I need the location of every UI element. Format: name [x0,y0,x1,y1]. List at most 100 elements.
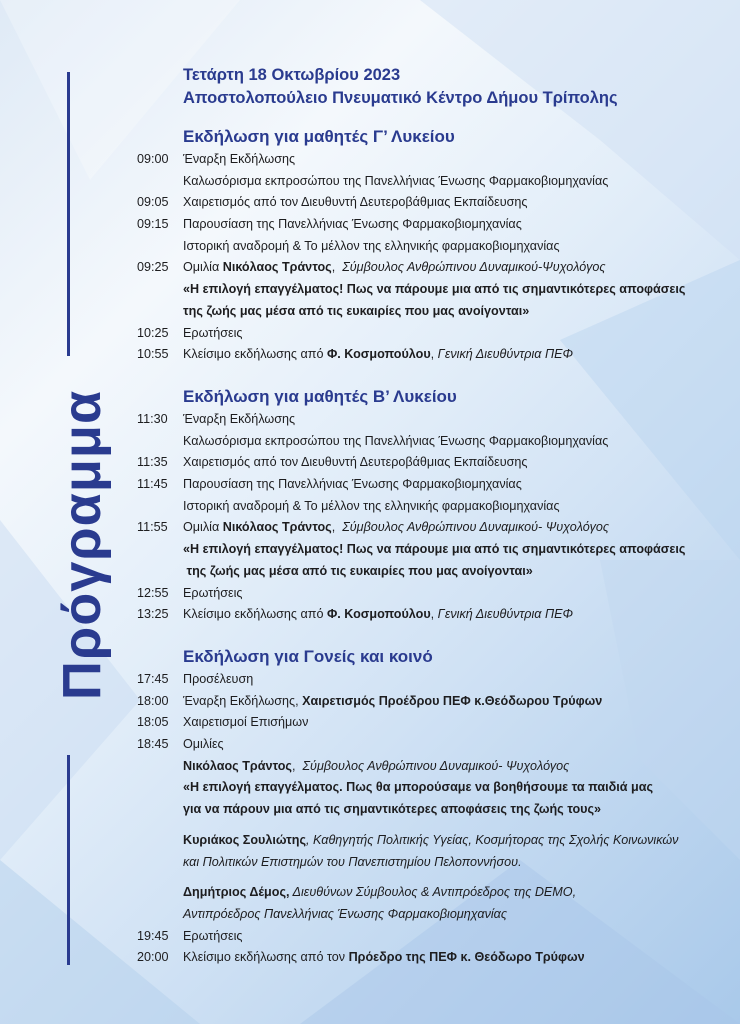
text: Ερωτήσεις [183,928,243,943]
schedule-time: 09:15 [137,217,169,232]
schedule-row: 18:45 Ομιλίες [137,734,717,756]
schedule-row: 12:55 Ερωτήσεις [137,583,717,605]
text: Καλωσόρισμα εκπροσώπου της Πανελλήνιας Έ… [183,173,609,188]
schedule-row: 10:25 Ερωτήσεις [137,323,717,345]
schedule-time: 18:00 [137,693,169,708]
bold-text: Φ. Κοσμοπούλου [326,347,431,362]
schedule-text: Ομιλίες [183,734,224,756]
schedule-time: 09:05 [137,195,169,210]
schedule-time [137,561,183,583]
schedule-time: 19:45 [137,928,169,943]
bold-text: της ζωής μας μέσα από τις ευκαιρίες που … [183,563,533,578]
schedule-time: 10:25 [137,325,169,340]
text: Κλείσιμο εκδήλωσης από [183,347,327,362]
section-title: Εκδήλωση για μαθητές Β’ Λυκείου [183,387,457,406]
text: Ομιλίες [183,737,224,752]
text: Έναρξη Εκδήλωσης, [183,693,303,708]
schedule-time [137,236,183,258]
text: Έναρξη Εκδήλωσης [183,412,296,426]
schedule-time [137,799,183,821]
text: Ομιλία [183,260,223,275]
bold-text: «Η επιλογή επαγγέλματος! Πως να πάρουμε … [183,282,686,297]
schedule-row: 19:45 Ερωτήσεις [137,926,717,948]
section-grade-b: Εκδήλωση για μαθητές Β’ Λυκείου 11:30 Έναρ… [137,385,717,626]
schedule-text: Κλείσιμο εκδήλωσης από Φ. Κοσμοπούλου, Γ… [183,344,573,366]
schedule-time [137,756,183,778]
bold-text: Χαιρετισμός Προέδρου ΠΕΦ κ.Θεόδωρου Τρύφ… [302,693,603,708]
bold-text: για να πάρουν μια από τις σημαντικότερες… [183,802,602,817]
divider-line-bottom [67,755,70,965]
bold-text: Πρόεδρο της ΠΕΦ κ. Θεόδωρο Τρύφων [348,950,585,965]
schedule-text: Προσέλευση [183,669,253,691]
schedule-row: Νικόλαος Τράντος, Σύμβουλος Ανθρώπινου Δ… [137,756,717,778]
text: Ομιλία [183,520,223,535]
schedule-text: Χαιρετισμός από τον Διευθυντή Δευτεροβάθ… [183,192,527,214]
text: , [331,520,343,535]
schedule-time [137,431,183,453]
schedule-text: Έναρξη Εκδήλωσης [183,149,295,171]
text: Χαιρετισμός από τον Διευθυντή Δευτεροβάθ… [183,195,528,210]
schedule-row: «Η επιλογή επαγγέλματος! Πως να πάρουμε … [137,539,717,561]
schedule-row: Δημήτριος Δέμος, Διευθύνων Σύμβουλος & Α… [137,882,717,904]
schedule-row: 09:15 Παρουσίαση της Πανελλήνιας Ένωσης Φ… [137,214,717,236]
text: Κλείσιμο εκδήλωσης από τον [183,950,349,965]
schedule-text: Χαιρετισμοί Επισήμων [183,712,308,734]
schedule-time [137,171,183,193]
text: Ιστορική αναδρομή & Το μέλλον της ελληνι… [183,498,560,513]
schedule-text: για να πάρουν μια από τις σημαντικότερες… [183,799,601,821]
schedule-text: και Πολιτικών Επιστημών του Πανεπιστημίο… [183,852,522,874]
schedule-row: 09:00 Έναρξη Εκδήλωσης [137,149,717,171]
schedule-row: 11:35 Χαιρετισμός από τον Διευθυντή Δευτε… [137,452,717,474]
italic-text: και Πολιτικών Επιστημών του Πανεπιστημίο… [183,854,522,869]
schedule-text: της ζωής μας μέσα από τις ευκαιρίες που … [183,561,533,583]
section-grade-c: Εκδήλωση για μαθητές Γ’ Λυκείου 09:00 Έναρ… [137,125,717,366]
italic-text: Διευθύνων Σύμβουλος & Αντιπρόεδρος της D… [289,885,577,900]
schedule-text: Έναρξη Εκδήλωσης, Χαιρετισμός Προέδρου Π… [183,691,602,713]
schedule-row: 09:25 Ομιλία Νικόλαος Τράντος, Σύμβουλος … [137,257,717,279]
schedule-row: Καλωσόρισμα εκπροσώπου της Πανελλήνιας Έ… [137,171,717,193]
schedule-text: Ερωτήσεις [183,323,242,345]
text: Ερωτήσεις [183,325,243,340]
schedule-time: 18:05 [137,715,169,730]
schedule-text: Ομιλία Νικόλαος Τράντος, Σύμβουλος Ανθρώ… [183,257,606,279]
text: , [291,758,303,773]
schedule-text: Κυριάκος Σουλιώτης, Καθηγητής Πολιτικής … [183,830,678,852]
schedule-row: Καλωσόρισμα εκπροσώπου της Πανελλήνιας Έ… [137,431,717,453]
schedule-time [137,882,183,904]
schedule-text: Αντιπρόεδρος Πανελλήνιας Ένωσης Φαρμακοβ… [183,904,507,926]
schedule-text: Ιστορική αναδρομή & Το μέλλον της ελληνι… [183,496,560,518]
schedule-text: Νικόλαος Τράντος, Σύμβουλος Ανθρώπινου Δ… [183,756,569,778]
schedule-row: και Πολιτικών Επιστημών του Πανεπιστημίο… [137,852,717,874]
schedule-time: 12:55 [137,585,169,600]
schedule-row: 17:45 Προσέλευση [137,669,717,691]
schedule-time [137,830,183,852]
schedule-row: Ιστορική αναδρομή & Το μέλλον της ελληνι… [137,236,717,258]
schedule-row: 10:55 Κλείσιμο εκδήλωσης από Φ. Κοσμοπούλ… [137,344,717,366]
bold-text: «Η επιλογή επαγγέλματος. Πως θα μπορούσα… [183,780,654,795]
section-title: Εκδήλωση για Γονείς και κοινό [183,647,433,666]
text: , [430,347,438,362]
section-title: Εκδήλωση για μαθητές Γ’ Λυκείου [183,127,455,146]
italic-text: Αντιπρόεδρος Πανελλήνιας Ένωσης Φαρμακοβ… [183,906,507,921]
schedule-time [137,852,183,874]
schedule-row: 11:30 Έναρξη Εκδήλωσης [137,409,717,431]
schedule-text: Κλείσιμο εκδήλωσης από τον Πρόεδρο της Π… [183,947,585,969]
schedule-text: Χαιρετισμός από τον Διευθυντή Δευτεροβάθ… [183,452,527,474]
schedule-text: Ομιλία Νικόλαος Τράντος, Σύμβουλος Ανθρώ… [183,517,609,539]
schedule-time [137,301,183,323]
schedule-time [137,539,183,561]
text: Ιστορική αναδρομή & Το μέλλον της ελληνι… [183,238,560,253]
bold-text: Νικόλαος Τράντος [183,758,292,773]
bold-text: Δημήτριος Δέμος, [183,885,290,900]
schedule-row: 18:05 Χαιρετισμοί Επισήμων [137,712,717,734]
schedule-time: 18:45 [137,737,169,752]
schedule-text: Ερωτήσεις [183,583,242,605]
schedule-row: της ζωής μας μέσα από τις ευκαιρίες που … [137,301,717,323]
schedule-row: «Η επιλογή επαγγέλματος! Πως να πάρουμε … [137,279,717,301]
text: , [331,260,343,275]
text: Χαιρετισμός από τον Διευθυντή Δευτεροβάθ… [183,455,528,470]
text: Παρουσίαση της Πανελλήνιας Ένωσης Φαρμακ… [183,217,522,232]
schedule-time: 11:55 [137,520,168,535]
bold-text: Κυριάκος Σουλιώτης [183,832,307,847]
bold-text: Νικόλαος Τράντος [222,260,332,275]
